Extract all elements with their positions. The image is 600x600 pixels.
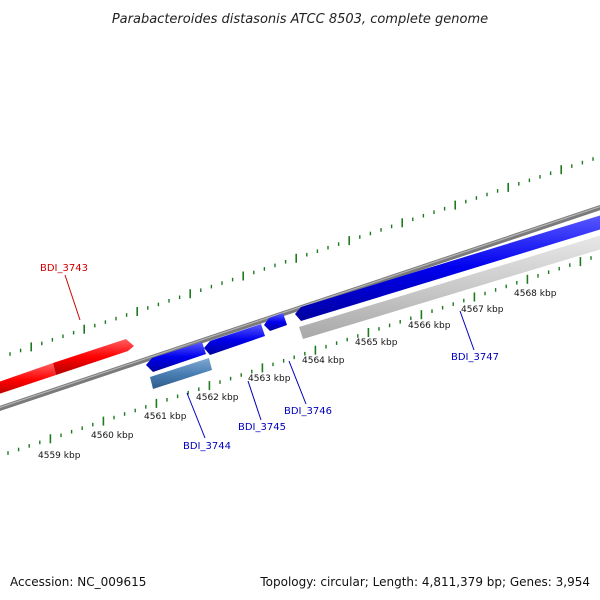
scale-label: 4568 kbp: [514, 289, 557, 299]
backbone-line: [0, 205, 600, 411]
gene-label-bdi-3744[interactable]: BDI_3744: [183, 441, 231, 452]
inner-tick-row: [7, 256, 592, 455]
genome-backbone: [0, 205, 600, 411]
gene-label-bdi-3746[interactable]: BDI_3746: [284, 406, 332, 417]
gene-arrow: [299, 235, 600, 339]
gene-bdi-3744[interactable]: [150, 358, 212, 389]
label-connector: [247, 380, 262, 421]
scale-label: 4559 kbp: [38, 451, 81, 461]
gene-bdi-3747[interactable]: [295, 214, 600, 339]
label-connector: [459, 310, 475, 351]
label-connector: [64, 274, 81, 321]
label-connector: [186, 392, 206, 439]
scale-label: 4561 kbp: [144, 412, 187, 422]
scale-label: 4563 kbp: [248, 374, 291, 384]
gene-arrow: [53, 339, 134, 375]
scale-label: 4567 kbp: [461, 305, 504, 315]
map-title: Parabacteroides distasonis ATCC 8503, co…: [112, 12, 488, 27]
outer-tick-row: [9, 157, 594, 356]
gene-arrow: [264, 313, 287, 331]
topology-text: Topology: circular; Length: 4,811,379 bp…: [259, 575, 590, 589]
scale-label: 4560 kbp: [91, 431, 134, 441]
gene-arrow: [295, 215, 600, 321]
scale-label: 4566 kbp: [408, 321, 451, 331]
gene-arrow: [146, 342, 206, 372]
backbone-highlight: [0, 206, 600, 408]
gene-label-bdi-3743[interactable]: BDI_3743: [40, 263, 88, 274]
scale-label: 4562 kbp: [196, 393, 239, 403]
gene-label-bdi-3745[interactable]: BDI_3745: [238, 422, 286, 433]
label-connector: [288, 360, 307, 405]
gene-arrow: [0, 363, 56, 394]
gene-bdi-3745[interactable]: [146, 324, 265, 372]
gene-bdi-3746[interactable]: [264, 313, 287, 331]
gene-arrow: [204, 324, 265, 355]
gene-arrow: [150, 358, 212, 389]
gene-bdi-3743[interactable]: [0, 339, 134, 397]
scale-label: 4564 kbp: [302, 356, 345, 366]
accession-text: Accession: NC_009615: [10, 575, 146, 589]
gene-label-bdi-3747[interactable]: BDI_3747: [451, 352, 499, 363]
scale-label: 4565 kbp: [355, 338, 398, 348]
